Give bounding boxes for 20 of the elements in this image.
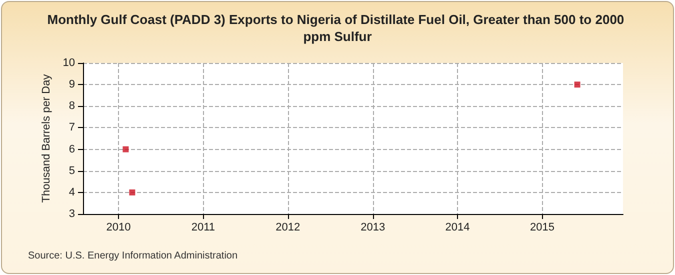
x-tick-label: 2011 — [191, 222, 216, 234]
point — [122, 146, 129, 152]
x-tick-label: 2010 — [106, 222, 131, 234]
point — [129, 189, 136, 196]
source-note: Source: U.S. Energy Information Administration — [28, 250, 238, 262]
y-tick-label: 9 — [68, 78, 75, 91]
chart-title: Monthly Gulf Coast (PADD 3) Exports to Nigeria of Distillate Fuel Oil, Greater than 500 to 2000 ppm Sulfur — [47, 12, 628, 44]
y-tick-label: 6 — [68, 143, 75, 156]
y-tick-label: 4 — [68, 186, 75, 198]
y-axis-title: Thousand Barrels per Day — [40, 74, 52, 203]
y-tick-label: 10 — [62, 57, 75, 69]
x-tick-label: 2014 — [445, 222, 470, 234]
y-tick-label: 5 — [68, 164, 75, 177]
y-tick-label: 8 — [68, 100, 75, 112]
x-tick-label: 2013 — [360, 222, 386, 234]
y-tick-label: 7 — [68, 122, 75, 134]
x-tick-label: 2012 — [276, 222, 300, 234]
point — [574, 82, 580, 88]
x-tick-label: 2015 — [530, 222, 554, 234]
y-tick-label: 3 — [68, 208, 75, 220]
